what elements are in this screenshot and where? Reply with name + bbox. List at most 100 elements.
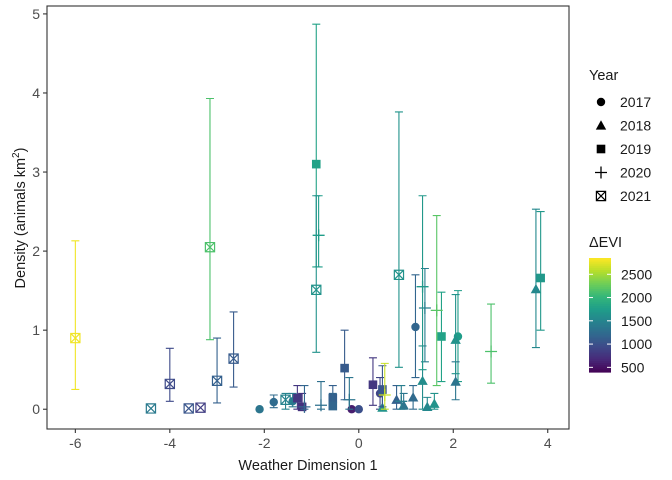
legend-label: 2020 xyxy=(620,165,651,181)
colorbar-segment xyxy=(589,328,611,331)
data-point-2020 xyxy=(430,214,443,387)
shape-legend-items: 2017 2018 2019 2020 2021 xyxy=(595,94,651,204)
legend-label: 2021 xyxy=(620,188,651,204)
colorbar-segment xyxy=(589,303,611,307)
marker-boxcross xyxy=(211,375,223,386)
colorbar-segment xyxy=(589,335,611,339)
colorbar-segment xyxy=(589,334,611,337)
error-bar xyxy=(165,347,174,402)
colorbar-segment xyxy=(589,288,611,291)
data-point-2021 xyxy=(183,403,194,414)
marker-boxcross xyxy=(70,332,81,344)
colorbar-segment xyxy=(589,280,611,284)
colorbar-segment xyxy=(589,258,611,261)
data-point-2020 xyxy=(416,195,429,371)
colorbar-segment xyxy=(589,345,611,348)
legend-label: 2019 xyxy=(620,141,651,157)
colorbar-segment xyxy=(589,330,611,333)
error-bar xyxy=(451,294,460,375)
marker-boxcross xyxy=(311,284,322,296)
error-bar xyxy=(531,208,540,349)
error-bar xyxy=(432,214,441,387)
error-bar xyxy=(380,362,389,410)
legend-item-2019: 2019 xyxy=(596,141,651,157)
colorbar-segment xyxy=(589,269,611,272)
marker-triangle xyxy=(407,392,419,402)
colorbar-segment xyxy=(589,356,611,360)
colorbar-label: 1500 xyxy=(621,313,652,329)
shape-legend-title: Year xyxy=(589,68,618,84)
colorbar-label: 500 xyxy=(621,359,645,375)
y-tick-label: 4 xyxy=(32,85,40,101)
colorbar-segment xyxy=(589,354,611,358)
marker-boxcross xyxy=(145,403,157,414)
marker-plus xyxy=(343,393,356,406)
y-axis-title-end: ) xyxy=(13,148,29,153)
marker-boxcross xyxy=(228,353,239,364)
error-bar xyxy=(281,392,290,410)
marker-square xyxy=(328,401,338,411)
series-2020 xyxy=(298,195,498,413)
y-tick-label: 0 xyxy=(32,401,40,417)
x-tick-label: -4 xyxy=(164,435,177,451)
legend-item-2017: 2017 xyxy=(596,94,651,110)
colorbar-segment xyxy=(589,326,611,329)
marker-square xyxy=(378,385,387,394)
marker-plus xyxy=(416,280,429,293)
colorbar-segment xyxy=(589,284,611,288)
marker-plus xyxy=(378,389,391,402)
data-point-2021 xyxy=(204,97,216,341)
colorbar-segment xyxy=(589,277,611,280)
data-point-2020 xyxy=(298,384,311,413)
legend-label: 2017 xyxy=(620,94,651,110)
marker-square xyxy=(293,393,302,403)
colorbar-segment xyxy=(589,273,611,276)
colorbar-segment xyxy=(589,366,611,369)
error-bar xyxy=(536,211,545,331)
data-point-2020 xyxy=(378,362,391,410)
colorbar-segment xyxy=(589,351,611,354)
y-tick-label: 3 xyxy=(32,164,40,180)
data-point-2017 xyxy=(269,394,278,409)
data-point-2021 xyxy=(70,240,81,391)
x-tick-label: 2 xyxy=(449,435,457,451)
error-bar xyxy=(205,97,214,341)
colorbar-segment xyxy=(589,347,611,350)
colorbar-segment xyxy=(589,353,611,356)
data-point-2020 xyxy=(343,377,356,410)
colorbar-label: 1000 xyxy=(621,336,652,352)
colorbar-segment xyxy=(589,261,611,265)
legend-item-2020: 2020 xyxy=(595,165,651,181)
colorbar-segment xyxy=(589,360,611,364)
colorbar-segment xyxy=(589,318,611,322)
x-axis-title: Weather Dimension 1 xyxy=(238,458,377,474)
error-bar xyxy=(394,111,403,368)
marker-plus xyxy=(314,399,327,412)
legend-label: 2018 xyxy=(620,118,651,134)
data-point-2019 xyxy=(536,211,545,331)
y-axis-title-superscript: 2 xyxy=(11,152,22,158)
colorbar-segment xyxy=(589,271,611,274)
colorbar-segment xyxy=(589,301,611,305)
data-marks xyxy=(70,23,545,414)
colorbar-segment xyxy=(589,278,611,282)
data-point-2019 xyxy=(328,392,338,411)
error-bar xyxy=(213,337,222,404)
colorbar-segment xyxy=(589,309,611,312)
colorbar-segment xyxy=(589,339,611,343)
legend-item-2021: 2021 xyxy=(595,188,651,204)
marker-circle xyxy=(269,397,278,407)
colorbar-segment xyxy=(589,341,611,345)
data-point-2019 xyxy=(437,291,446,383)
marker-square xyxy=(340,363,349,373)
data-point-2017 xyxy=(411,274,420,379)
marker-plus xyxy=(430,304,443,317)
marker-boxcross xyxy=(204,241,216,253)
series-2021 xyxy=(70,97,405,414)
marker-triangle xyxy=(429,398,440,408)
data-point-2018 xyxy=(407,384,419,410)
marker-square xyxy=(311,159,321,169)
colorbar-segment xyxy=(589,290,611,293)
series-2018 xyxy=(377,208,542,412)
colorbar-segment xyxy=(589,368,611,371)
